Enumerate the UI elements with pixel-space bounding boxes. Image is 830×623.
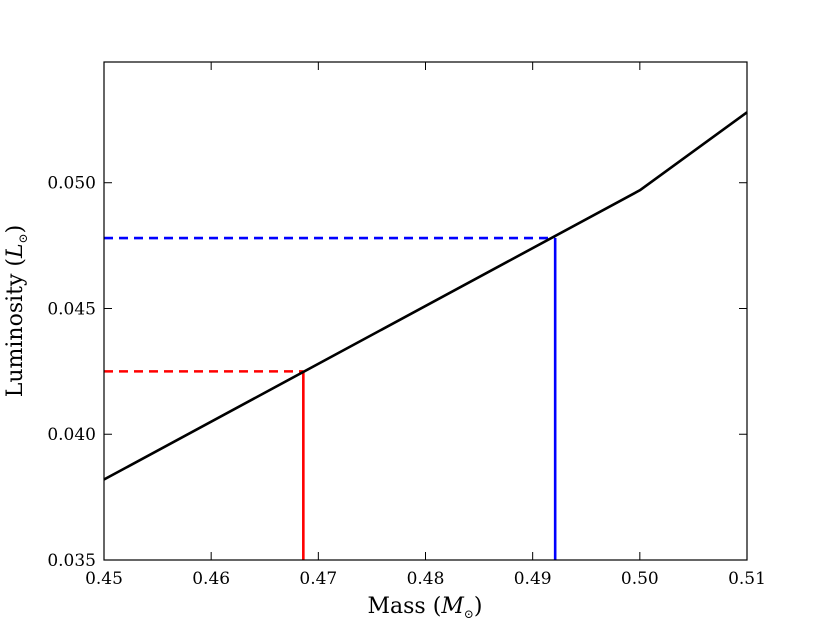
- x-tick-label: 0.50: [621, 569, 659, 589]
- y-axis-title: Luminosity (L⊙): [3, 225, 30, 398]
- y-axis-title-main: Luminosity (: [3, 258, 28, 397]
- x-axis-title-main: Mass (: [368, 594, 442, 619]
- axes-layer: 0.45 0.46 0.47 0.48 0.49 0.50 0.51 0.035 0.040 0.…: [47, 62, 766, 589]
- y-tick-label: 0.035: [47, 551, 96, 571]
- y-tick-label: 0.040: [47, 425, 96, 445]
- y-axis-title-symbol: L: [3, 243, 28, 259]
- y-tick-label: 0.045: [47, 299, 96, 319]
- x-axis-title: Mass (M⊙): [368, 594, 483, 621]
- x-tick-label: 0.45: [85, 569, 123, 589]
- x-axis-title-symbol: M: [440, 594, 464, 619]
- y-tick-label: 0.050: [47, 174, 96, 194]
- y-axis-title-subscript: ⊙: [16, 233, 30, 243]
- x-tick-label: 0.46: [192, 569, 230, 589]
- x-tick-label: 0.47: [299, 569, 337, 589]
- x-axis-title-subscript: ⊙: [464, 607, 474, 621]
- x-tick-label: 0.49: [514, 569, 552, 589]
- x-axis-title-close: ): [474, 594, 483, 619]
- y-axis-title-close: ): [3, 225, 28, 234]
- x-tick-label: 0.48: [407, 569, 445, 589]
- x-tick-label: 0.51: [728, 569, 766, 589]
- plot-layer: [103, 111, 748, 560]
- mass-luminosity-line: [103, 111, 748, 481]
- plot-frame: [103, 61, 748, 561]
